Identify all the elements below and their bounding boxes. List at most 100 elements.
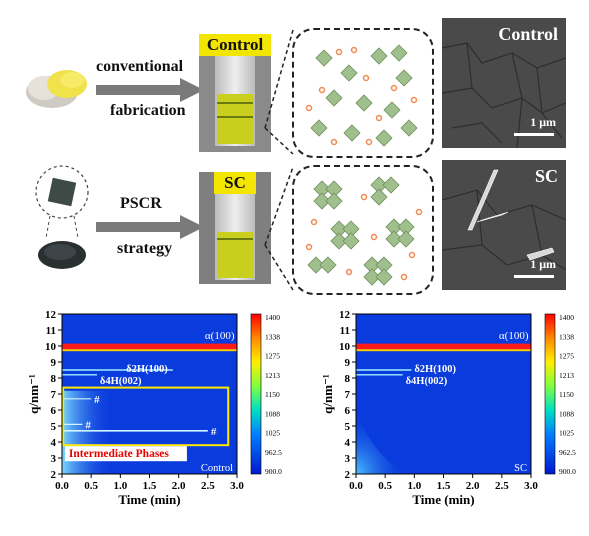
octahedra-sparse-icon bbox=[305, 44, 418, 147]
colorbar-tick-label: 1338 bbox=[559, 332, 574, 341]
y-tick-label: 10 bbox=[339, 341, 351, 353]
x-axis-label: Time (min) bbox=[412, 492, 474, 507]
intermediate-phases-label: Intermediate Phases bbox=[69, 448, 169, 460]
y-tick-label: 5 bbox=[345, 421, 351, 433]
precursor-schematic-control bbox=[292, 28, 434, 158]
colorbar-tick-label: 900.0 bbox=[559, 467, 576, 476]
method-label-strategy: strategy bbox=[117, 240, 173, 257]
y-axis-label: q/nm⁻¹ bbox=[26, 374, 41, 414]
delta4h-label: δ4H(002) bbox=[406, 376, 448, 387]
delta2h-label: δ2H(100) bbox=[126, 364, 168, 375]
zoom-leader-lines bbox=[264, 29, 294, 155]
delta4h-label: δ4H(002) bbox=[100, 376, 142, 387]
x-tick-label: 2.0 bbox=[172, 480, 186, 492]
scale-bar bbox=[514, 275, 554, 278]
y-tick-label: 2 bbox=[51, 469, 57, 481]
x-tick-label: 1.0 bbox=[407, 480, 421, 492]
zoom-leader-lines bbox=[264, 166, 294, 291]
colorbar-tick-label: 1400 bbox=[559, 313, 574, 322]
yellow-powder-image bbox=[26, 70, 87, 108]
y-tick-label: 8 bbox=[345, 373, 351, 385]
heatmap-sc: α(100) δ2H(100)δ4H(002) SC 2 3 4 5 6 7 8 9 10 11 12 0.… bbox=[320, 309, 576, 507]
y-tick-label: 3 bbox=[51, 453, 57, 465]
colorbar-tick-label: 1025 bbox=[265, 429, 280, 438]
x-tick-label: 0.5 bbox=[378, 480, 392, 492]
colorbar-tick-label: 1213 bbox=[559, 371, 574, 380]
intermediate-marker: # bbox=[94, 394, 100, 406]
heatmap-control: # # # Intermediate Phases α(100) δ2H(100)δ4H(… bbox=[26, 309, 282, 507]
alpha-100-band bbox=[62, 343, 237, 350]
x-tick-label: 3.0 bbox=[524, 480, 538, 492]
y-tick-label: 8 bbox=[51, 373, 57, 385]
low-q-intensity bbox=[62, 390, 115, 474]
sem-image-control: Control 1 μm bbox=[442, 18, 566, 148]
y-tick-label: 4 bbox=[51, 437, 57, 449]
intermediate-phases-box bbox=[64, 446, 187, 462]
colorbar-tick-label: 1025 bbox=[559, 429, 574, 438]
x-tick-label: 3.0 bbox=[230, 480, 244, 492]
x-axis-label: Time (min) bbox=[118, 492, 180, 507]
y-tick-label: 9 bbox=[345, 357, 351, 369]
alpha-100-label: α(100) bbox=[499, 330, 529, 342]
sem-label-control: Control bbox=[498, 24, 558, 44]
scale-bar bbox=[514, 133, 554, 136]
single-crystal-image bbox=[35, 165, 89, 269]
intermediate-region-box bbox=[62, 386, 230, 447]
arrow-right-icon bbox=[96, 78, 204, 102]
x-tick-label: 1.5 bbox=[143, 480, 157, 492]
colorbar-tick-label: 1338 bbox=[265, 332, 280, 341]
colorbar-tick-label: 1088 bbox=[265, 409, 280, 418]
colorbar bbox=[544, 313, 556, 475]
octahedra-cluster-icon bbox=[305, 176, 423, 286]
x-tick-label: 0.0 bbox=[349, 480, 363, 492]
y-tick-label: 9 bbox=[51, 357, 57, 369]
y-tick-label: 6 bbox=[345, 405, 351, 417]
intermediate-marker: # bbox=[85, 419, 91, 431]
scale-bar-label: 1 μm bbox=[530, 257, 556, 271]
sem-image-sc: SC 1 μm bbox=[442, 160, 566, 290]
method-label-conventional: conventional bbox=[96, 58, 184, 75]
colorbar-tick-label: 1400 bbox=[265, 313, 280, 322]
y-tick-label: 7 bbox=[51, 389, 57, 401]
colorbar-tick-label: 1150 bbox=[265, 390, 280, 399]
colorbar-tick-label: 1275 bbox=[559, 352, 574, 361]
colorbar bbox=[250, 313, 262, 475]
arrow-right-icon bbox=[96, 215, 204, 239]
y-tick-label: 11 bbox=[340, 325, 350, 337]
colorbar-tick-label: 1088 bbox=[559, 409, 574, 418]
y-tick-label: 12 bbox=[45, 309, 57, 321]
y-tick-label: 6 bbox=[51, 405, 57, 417]
intermediate-marker: # bbox=[211, 426, 217, 438]
alpha-100-band bbox=[356, 343, 531, 350]
colorbar-tick-label: 962.5 bbox=[265, 448, 282, 457]
x-tick-label: 2.5 bbox=[201, 480, 215, 492]
y-tick-label: 3 bbox=[345, 453, 351, 465]
delta2h-label: δ2H(100) bbox=[414, 364, 456, 375]
y-tick-label: 12 bbox=[339, 309, 351, 321]
colorbar-tick-label: 900.0 bbox=[265, 467, 282, 476]
plot-area bbox=[356, 314, 531, 474]
scale-bar-label: 1 μm bbox=[530, 115, 556, 129]
method-label-fabrication: fabrication bbox=[110, 102, 186, 119]
colorbar-tick-label: 1213 bbox=[265, 371, 280, 380]
colorbar-tick-label: 1275 bbox=[265, 352, 280, 361]
x-tick-label: 2.5 bbox=[495, 480, 509, 492]
y-tick-label: 11 bbox=[46, 325, 56, 337]
low-q-intensity bbox=[356, 410, 409, 474]
y-tick-label: 10 bbox=[45, 341, 57, 353]
colorbar-tick-label: 1150 bbox=[559, 390, 574, 399]
y-tick-label: 4 bbox=[345, 437, 351, 449]
method-label-pscr: PSCR bbox=[120, 195, 162, 212]
y-tick-label: 2 bbox=[345, 469, 351, 481]
vial-tag-sc: SC bbox=[214, 172, 256, 194]
panel-label: Control bbox=[201, 463, 233, 474]
panel-label: SC bbox=[514, 463, 527, 474]
x-tick-label: 0.0 bbox=[55, 480, 69, 492]
grain-texture bbox=[442, 42, 566, 148]
y-axis-label: q/nm⁻¹ bbox=[320, 374, 335, 414]
x-tick-label: 1.5 bbox=[437, 480, 451, 492]
vial-tag-control: Control bbox=[199, 34, 271, 56]
precursor-schematic-sc bbox=[292, 165, 434, 295]
sem-label-sc: SC bbox=[534, 166, 558, 186]
x-tick-label: 1.0 bbox=[113, 480, 127, 492]
